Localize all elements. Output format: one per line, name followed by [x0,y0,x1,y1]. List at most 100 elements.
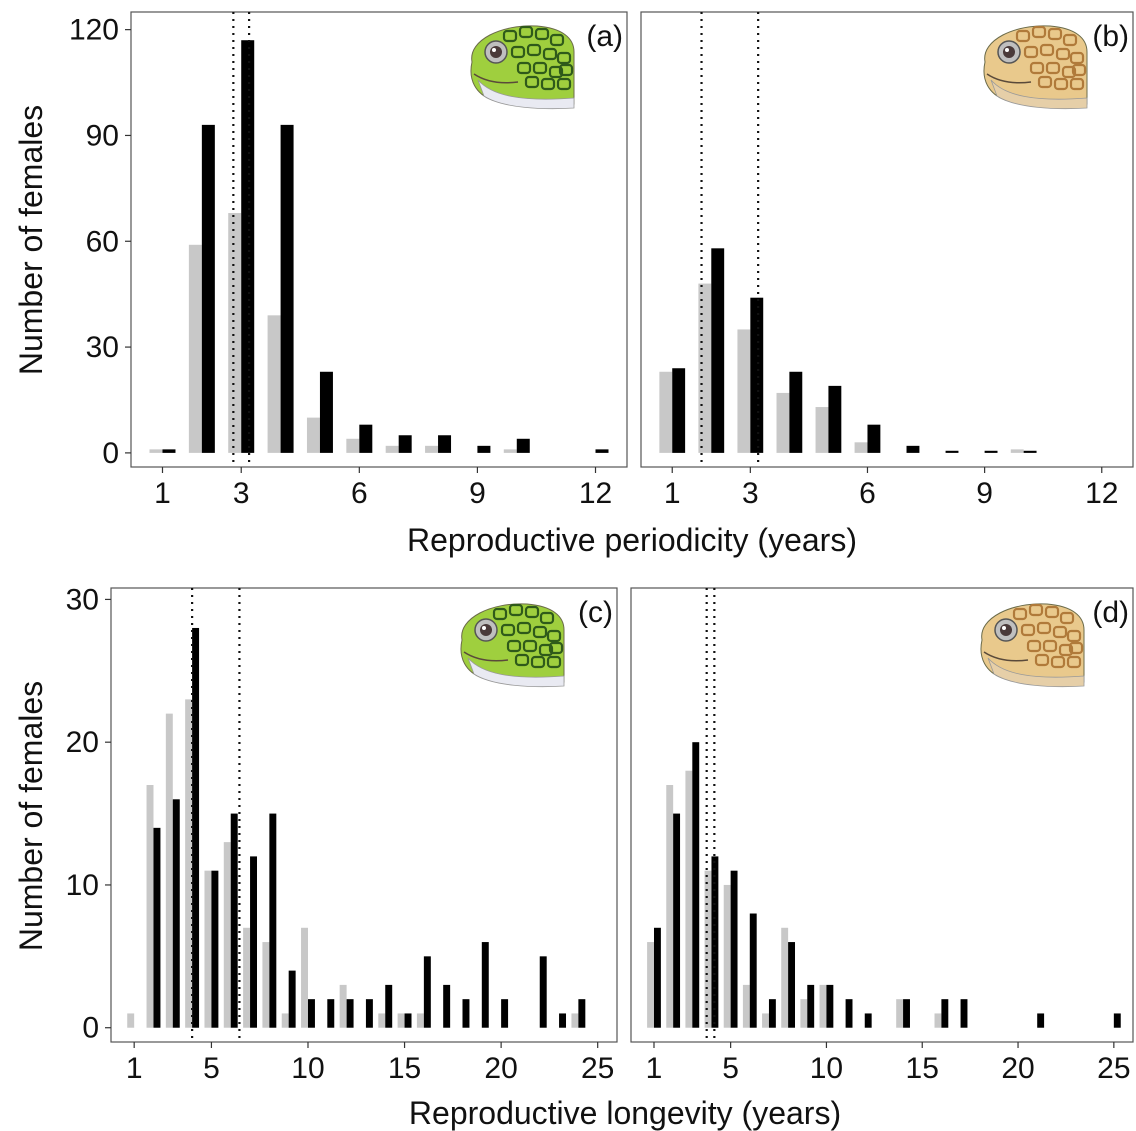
x-tick-label: 5 [722,1052,739,1085]
x-axis-label-bottom: Reproductive longevity (years) [409,1095,841,1131]
bar [204,870,212,1028]
bar [346,438,360,453]
bar [776,392,790,453]
x-tick-label: 15 [906,1052,939,1085]
bar [307,999,315,1028]
bar [301,927,308,1028]
x-tick-label: 10 [810,1052,843,1085]
bar [438,435,452,453]
bar [404,1013,412,1028]
x-tick-label: 1 [154,477,171,510]
bar [281,1013,289,1028]
bar [711,248,725,453]
bar [826,984,834,1028]
panel-label: (a) [586,20,623,53]
panel-label: (b) [1092,20,1129,53]
bar [398,435,412,453]
bar [385,445,399,453]
panel-label: (d) [1092,596,1129,629]
y-tick-label: 60 [86,225,119,258]
bar [578,999,586,1028]
bar [789,371,803,453]
bar [698,283,712,453]
bar [659,371,673,453]
x-tick-label: 20 [484,1052,517,1085]
bar [319,371,333,453]
bar [280,124,294,453]
bar [559,1013,567,1028]
bar [165,713,173,1028]
bar [503,449,517,453]
bar [416,1013,424,1028]
bar [673,813,681,1028]
bar [800,999,808,1028]
bar [845,999,853,1028]
bar [262,942,270,1028]
y-tick-label: 30 [86,331,119,364]
bar [243,927,251,1028]
x-tick-label: 12 [1085,477,1118,510]
bar [807,984,815,1028]
bar [819,984,827,1028]
x-tick-label: 25 [581,1052,614,1085]
bar [188,244,202,453]
bar [192,627,200,1028]
bar [647,942,654,1028]
bar [960,999,968,1028]
y-tick-label: 0 [82,1012,99,1045]
bar [984,450,998,453]
bar [201,124,215,453]
bar [306,417,320,453]
x-tick-label: 3 [742,477,759,510]
bar [828,385,842,453]
x-tick-label: 15 [388,1052,421,1085]
bar [223,842,231,1028]
bar [788,942,796,1028]
bar [692,742,700,1028]
bar [359,424,373,453]
x-tick-label: 9 [469,477,486,510]
y-tick-label: 10 [66,869,99,902]
bar [571,1013,579,1028]
y-tick-label: 120 [69,14,119,47]
bar [339,984,347,1028]
bar [815,407,829,453]
bar [539,956,547,1028]
bar [162,449,176,453]
bar [749,913,757,1028]
bar [228,213,242,453]
x-tick-label: 6 [351,477,368,510]
bar [934,1013,942,1028]
bar [425,445,439,453]
loggerhead-turtle-head-icon [983,25,1088,110]
y-axis-label-top: Number of females [13,105,49,375]
loggerhead-turtle-head-icon [980,603,1085,688]
chart-panel-d: 1 5 10 15 20 25(d) [630,587,1134,1085]
bar [443,984,451,1028]
x-tick-label: 6 [859,477,876,510]
x-tick-label: 9 [976,477,993,510]
x-tick-label: 1 [126,1052,143,1085]
bar [127,1013,135,1028]
bar [423,956,431,1028]
bar [941,999,949,1028]
bar [723,884,731,1028]
bar [653,927,661,1028]
x-tick-label: 25 [1097,1052,1130,1085]
bar [153,827,161,1028]
bar [903,999,910,1028]
bar [867,424,881,453]
bar [385,984,393,1028]
x-tick-label: 1 [664,477,681,510]
bar [327,999,335,1028]
bar [906,445,920,453]
bar [211,870,219,1028]
y-tick-label: 90 [86,119,119,152]
bar [742,984,750,1028]
bar [666,785,674,1028]
bar [397,1013,405,1028]
bar [477,445,491,453]
y-axis-label-bottom: Number of females [13,681,49,951]
